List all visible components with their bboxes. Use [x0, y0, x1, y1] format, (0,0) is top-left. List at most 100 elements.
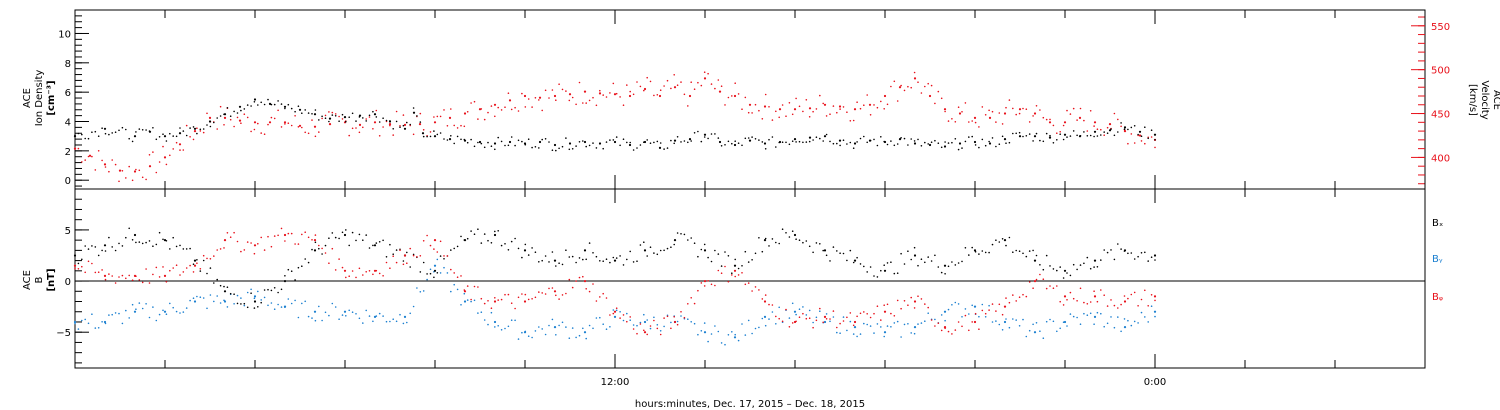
left-tick-label: 10: [58, 29, 71, 40]
by-sample: [250, 288, 252, 291]
bz-sample: [930, 319, 933, 321]
velocity-sample: [318, 131, 320, 133]
by-sample: [555, 334, 557, 336]
bz-sample: [402, 263, 405, 266]
density-sample: [663, 148, 665, 150]
bx-sample: [243, 302, 246, 305]
velocity-sample: [446, 125, 449, 127]
bx-sample: [808, 245, 811, 248]
bz-point: [883, 310, 887, 313]
bx-sample: [1052, 268, 1055, 270]
right-tick-label: 550: [1431, 22, 1450, 33]
bx-point: [793, 233, 797, 237]
by-sample: [1045, 320, 1048, 323]
bz-sample: [1140, 298, 1143, 301]
by-sample: [341, 314, 344, 316]
velocity-sample: [822, 102, 824, 105]
bx-sample: [490, 242, 493, 244]
velocity-point: [928, 94, 932, 98]
velocity-sample: [758, 109, 760, 112]
density-sample: [568, 148, 571, 151]
bx-sample: [930, 260, 933, 262]
density-sample: [903, 137, 906, 140]
velocity-sample: [1066, 109, 1068, 112]
bz-sample: [182, 271, 185, 273]
by-sample: [541, 328, 543, 330]
velocity-sample: [1005, 106, 1007, 109]
density-sample: [453, 142, 456, 145]
bz-sample: [1133, 291, 1136, 294]
bz-sample: [900, 307, 902, 310]
bx-sample: [714, 249, 716, 252]
by-sample: [1008, 326, 1011, 329]
velocity-sample: [937, 90, 940, 93]
velocity-sample: [771, 119, 774, 121]
bz-point: [763, 300, 767, 303]
by-sample: [842, 316, 845, 318]
by-sample: [470, 300, 472, 303]
by-sample: [1154, 315, 1156, 318]
bz-sample: [1052, 287, 1055, 290]
bz-sample: [995, 310, 997, 312]
right-tick-label: 400: [1431, 153, 1450, 164]
bz-sample: [649, 325, 652, 327]
by-sample: [910, 332, 912, 334]
by-sample: [981, 303, 984, 306]
bz-sample: [595, 300, 598, 302]
bx-sample: [318, 247, 320, 250]
bx-sample: [1005, 244, 1007, 247]
density-sample: [988, 140, 990, 143]
bottom-left-ylabel-line-2: B: [34, 276, 45, 283]
bz-sample: [991, 303, 994, 305]
velocity-sample: [138, 169, 141, 172]
velocity-sample: [940, 97, 943, 100]
by-sample: [494, 326, 496, 328]
density-sample: [588, 144, 591, 147]
bz-sample: [968, 329, 970, 332]
bx-sample: [155, 243, 158, 246]
bz-sample: [77, 268, 80, 270]
bx-sample: [984, 251, 987, 254]
velocity-sample: [311, 119, 313, 121]
bx-sample: [433, 276, 435, 279]
bz-sample: [768, 303, 770, 306]
density-point: [1063, 133, 1067, 136]
velocity-sample: [402, 114, 405, 116]
velocity-sample: [429, 131, 432, 133]
bx-sample: [81, 258, 83, 261]
bz-point: [403, 254, 407, 257]
bx-sample: [663, 249, 665, 252]
density-sample: [548, 141, 550, 143]
bx-sample: [1008, 236, 1011, 239]
by-sample: [788, 317, 791, 319]
bx-sample: [253, 307, 256, 309]
velocity-sample: [490, 105, 493, 107]
bz-sample: [121, 274, 124, 277]
bx-sample: [1093, 266, 1095, 268]
velocity-sample: [900, 84, 902, 87]
density-point: [493, 142, 497, 145]
velocity-sample: [1140, 140, 1143, 142]
bz-sample: [825, 318, 828, 320]
by-sample: [172, 306, 174, 309]
bx-sample: [717, 253, 720, 255]
velocity-sample: [978, 126, 980, 128]
bz-sample: [470, 298, 472, 301]
by-sample: [74, 322, 76, 325]
bz-sample: [666, 315, 669, 318]
velocity-sample: [836, 111, 838, 114]
bz-sample: [839, 322, 841, 325]
by-sample: [138, 302, 141, 304]
density-point: [718, 140, 722, 144]
velocity-sample: [1035, 105, 1038, 107]
velocity-sample: [802, 110, 804, 113]
by-sample: [240, 297, 242, 299]
velocity-sample: [294, 115, 296, 117]
bz-sample: [250, 242, 252, 244]
bx-sample: [1049, 265, 1051, 267]
bz-sample: [416, 255, 418, 258]
by-sample: [358, 317, 361, 320]
by-sample: [189, 299, 191, 302]
density-point: [913, 142, 917, 145]
density-sample: [1113, 134, 1116, 137]
